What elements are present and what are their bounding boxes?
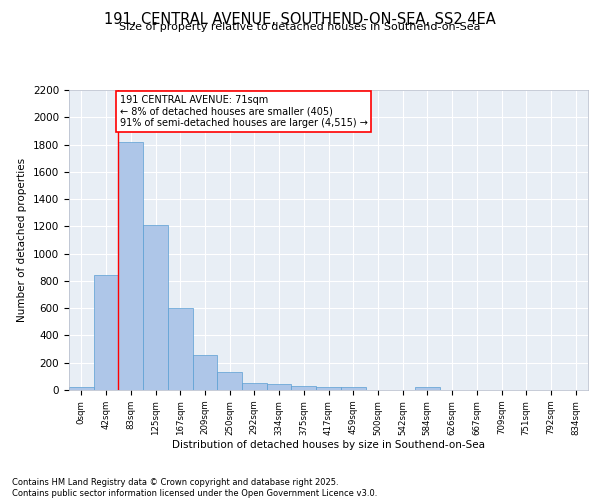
- Text: 191, CENTRAL AVENUE, SOUTHEND-ON-SEA, SS2 4EA: 191, CENTRAL AVENUE, SOUTHEND-ON-SEA, SS…: [104, 12, 496, 28]
- Bar: [193, 355, 217, 390]
- Bar: [292, 386, 316, 390]
- Bar: [168, 308, 193, 390]
- Bar: [267, 384, 292, 390]
- Bar: [341, 388, 365, 390]
- Bar: [242, 383, 267, 390]
- Text: Contains HM Land Registry data © Crown copyright and database right 2025.
Contai: Contains HM Land Registry data © Crown c…: [12, 478, 377, 498]
- Bar: [316, 388, 341, 390]
- Bar: [143, 225, 168, 390]
- Bar: [217, 372, 242, 390]
- Bar: [415, 388, 440, 390]
- Bar: [69, 386, 94, 390]
- Text: 191 CENTRAL AVENUE: 71sqm
← 8% of detached houses are smaller (405)
91% of semi-: 191 CENTRAL AVENUE: 71sqm ← 8% of detach…: [119, 95, 368, 128]
- X-axis label: Distribution of detached houses by size in Southend-on-Sea: Distribution of detached houses by size …: [172, 440, 485, 450]
- Y-axis label: Number of detached properties: Number of detached properties: [17, 158, 28, 322]
- Bar: [94, 275, 118, 390]
- Text: Size of property relative to detached houses in Southend-on-Sea: Size of property relative to detached ho…: [119, 22, 481, 32]
- Bar: [118, 142, 143, 390]
